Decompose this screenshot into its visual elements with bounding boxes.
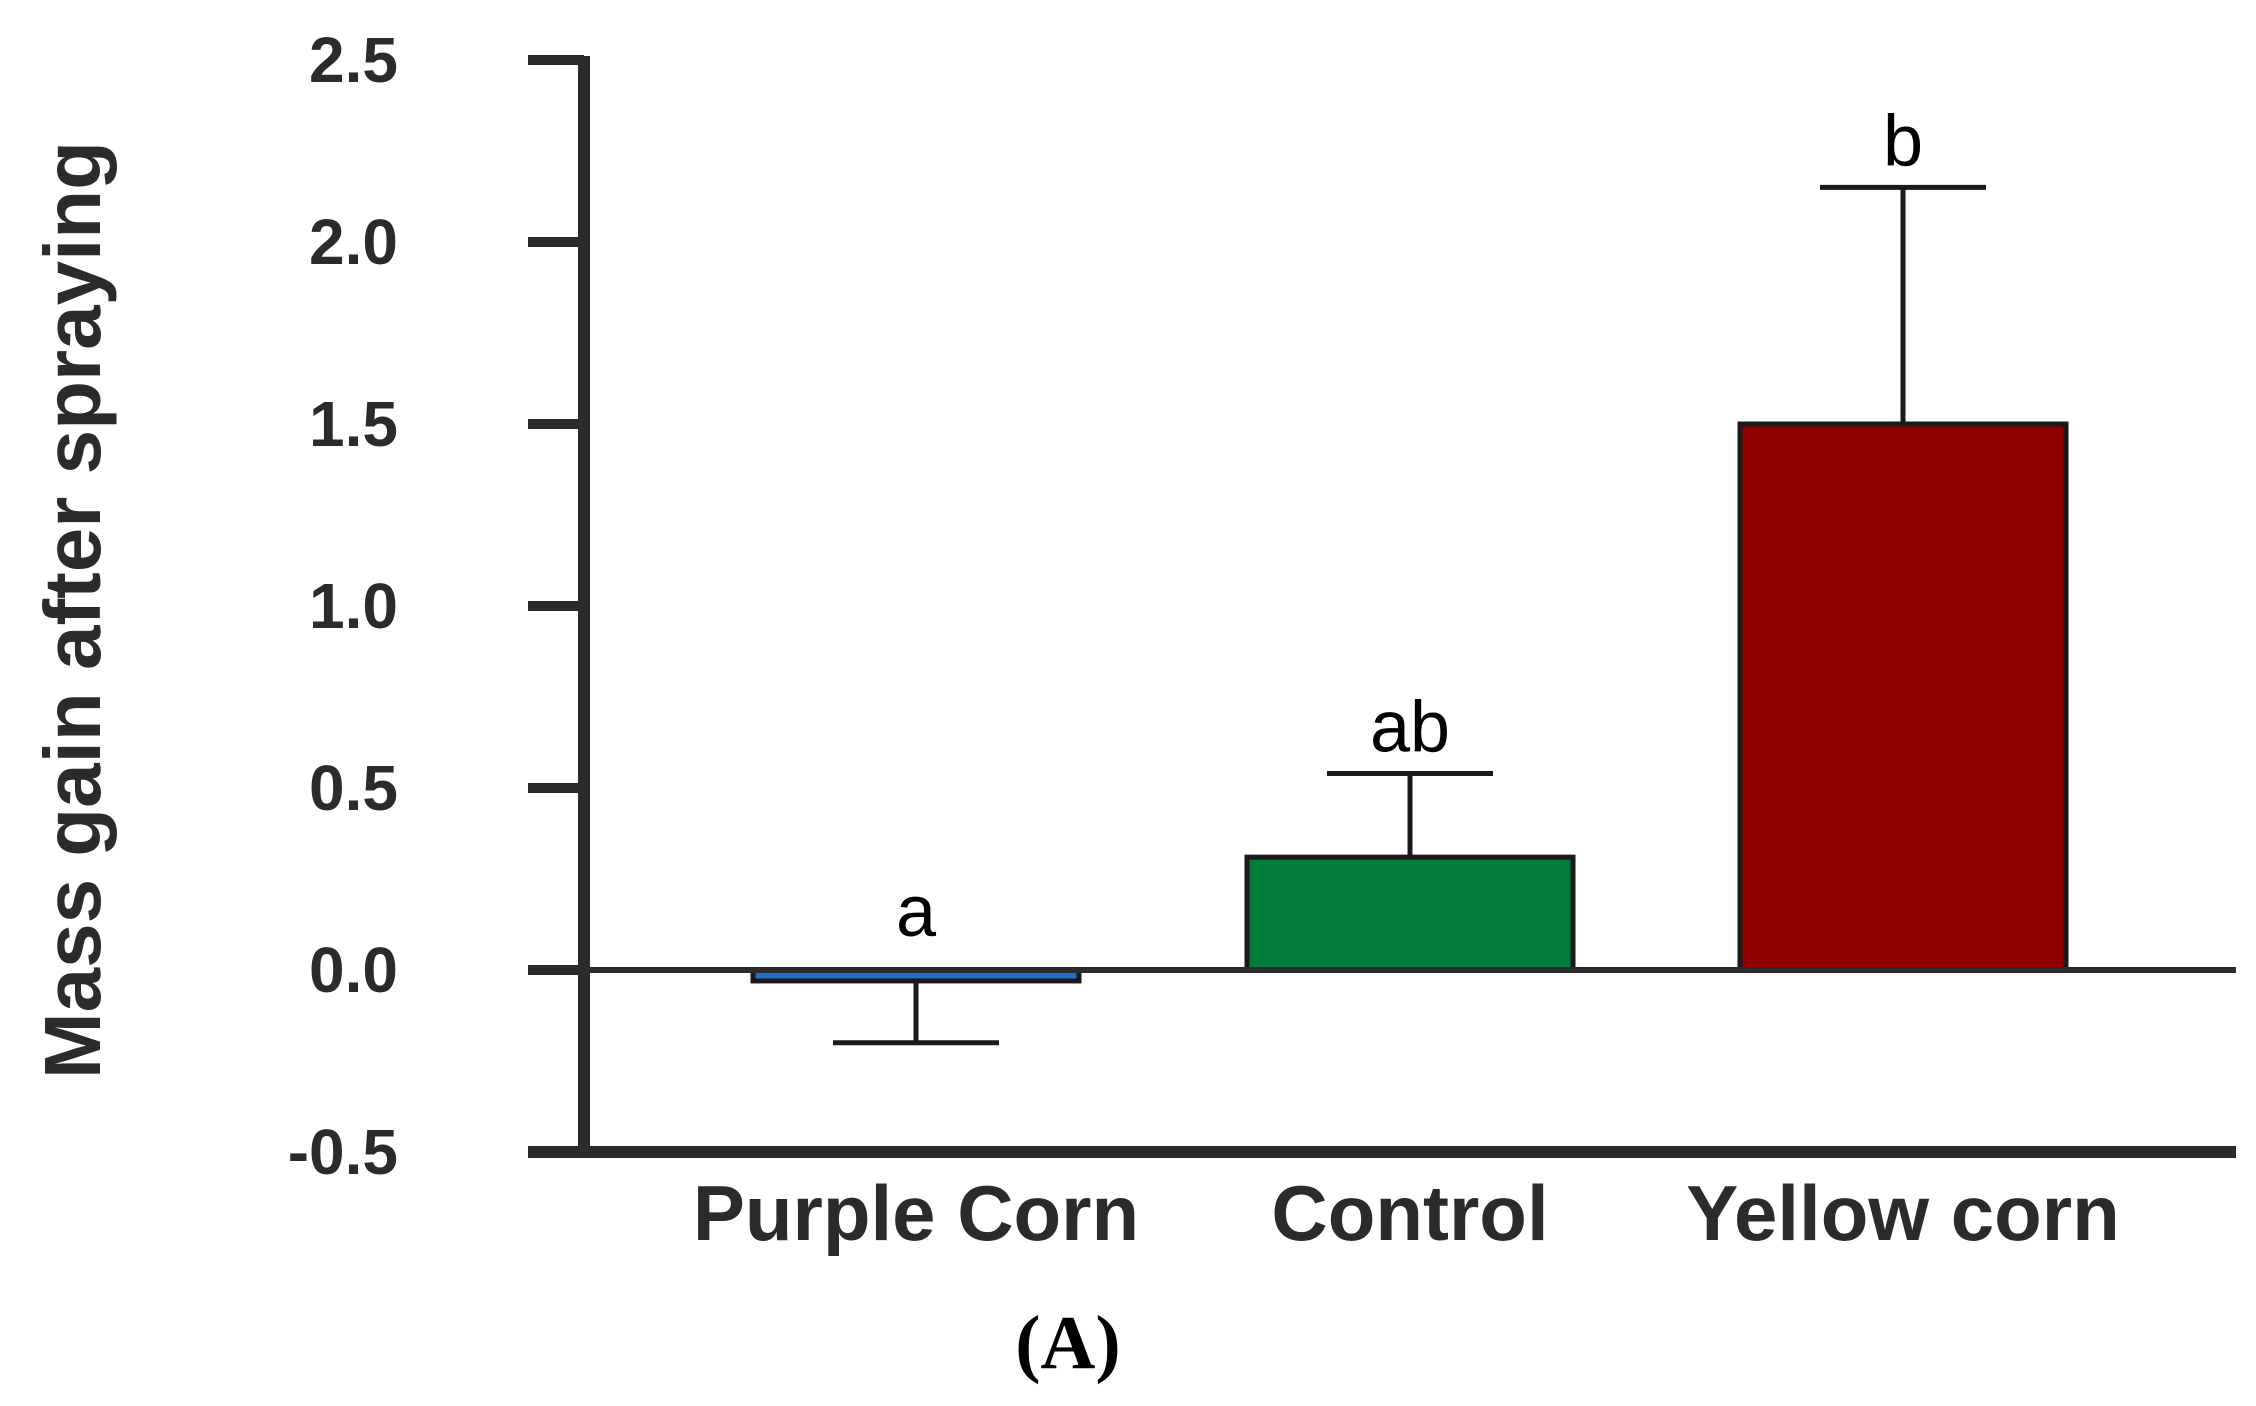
category-label: Control (1271, 1169, 1548, 1257)
significance-label: b (1883, 101, 1923, 181)
y-axis-title: Mass gain after spraying (28, 141, 117, 1079)
category-label: Yellow corn (1686, 1169, 2119, 1257)
significance-label: a (896, 872, 937, 952)
bar-yellow-corn (1737, 421, 2069, 973)
y-tick-label: 0.5 (309, 752, 398, 824)
category-label: Purple Corn (693, 1169, 1139, 1257)
y-tick-label: 2.5 (309, 24, 398, 96)
bar-control (1244, 854, 1576, 973)
y-tick-label: 1.0 (309, 570, 398, 642)
bars (750, 421, 2069, 984)
y-tick-label: 0.0 (309, 934, 398, 1006)
significance-labels: a ab b (896, 101, 1923, 952)
y-tick-label: 1.5 (309, 388, 398, 460)
y-tick-label: -0.5 (288, 1116, 398, 1188)
y-tick-label: 2.0 (309, 206, 398, 278)
category-labels: Purple Corn Control Yellow corn (693, 1169, 2120, 1257)
error-bars (833, 184, 1986, 1046)
significance-label: ab (1370, 687, 1450, 767)
y-axis: 2.5 2.0 1.5 1.0 0.5 0.0 -0.5 (288, 24, 2236, 1188)
panel-label: (A) (1015, 1301, 1121, 1385)
